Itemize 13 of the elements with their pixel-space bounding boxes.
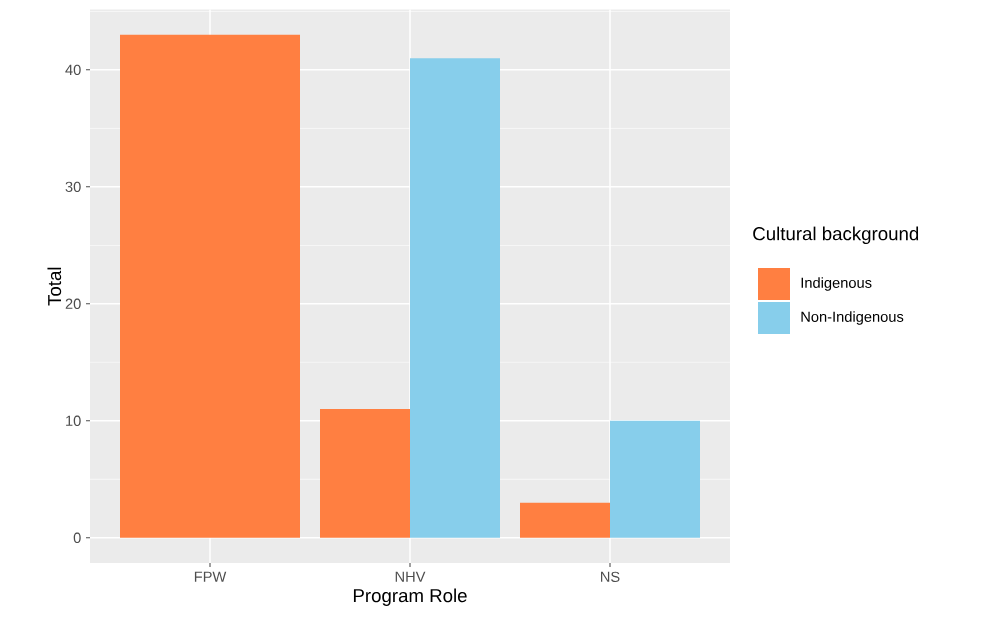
y-tick-label: 10: [66, 415, 81, 426]
y-tick-label: 0: [73, 532, 81, 543]
x-axis-title: Program Role: [353, 588, 467, 606]
legend-title: Cultural background: [753, 226, 919, 245]
x-tick-label: FPW: [194, 571, 227, 582]
y-tick-label: 40: [65, 64, 81, 76]
x-tick-label: NS: [601, 571, 620, 583]
legend-label: Indigenous: [801, 277, 872, 291]
y-tick-label: 30: [65, 181, 81, 193]
legend-label: Non-Indigenous: [801, 311, 904, 325]
y-tick-label: 20: [65, 298, 81, 309]
y-axis-title: Total: [47, 267, 62, 306]
x-tick-label: NHV: [395, 571, 426, 582]
